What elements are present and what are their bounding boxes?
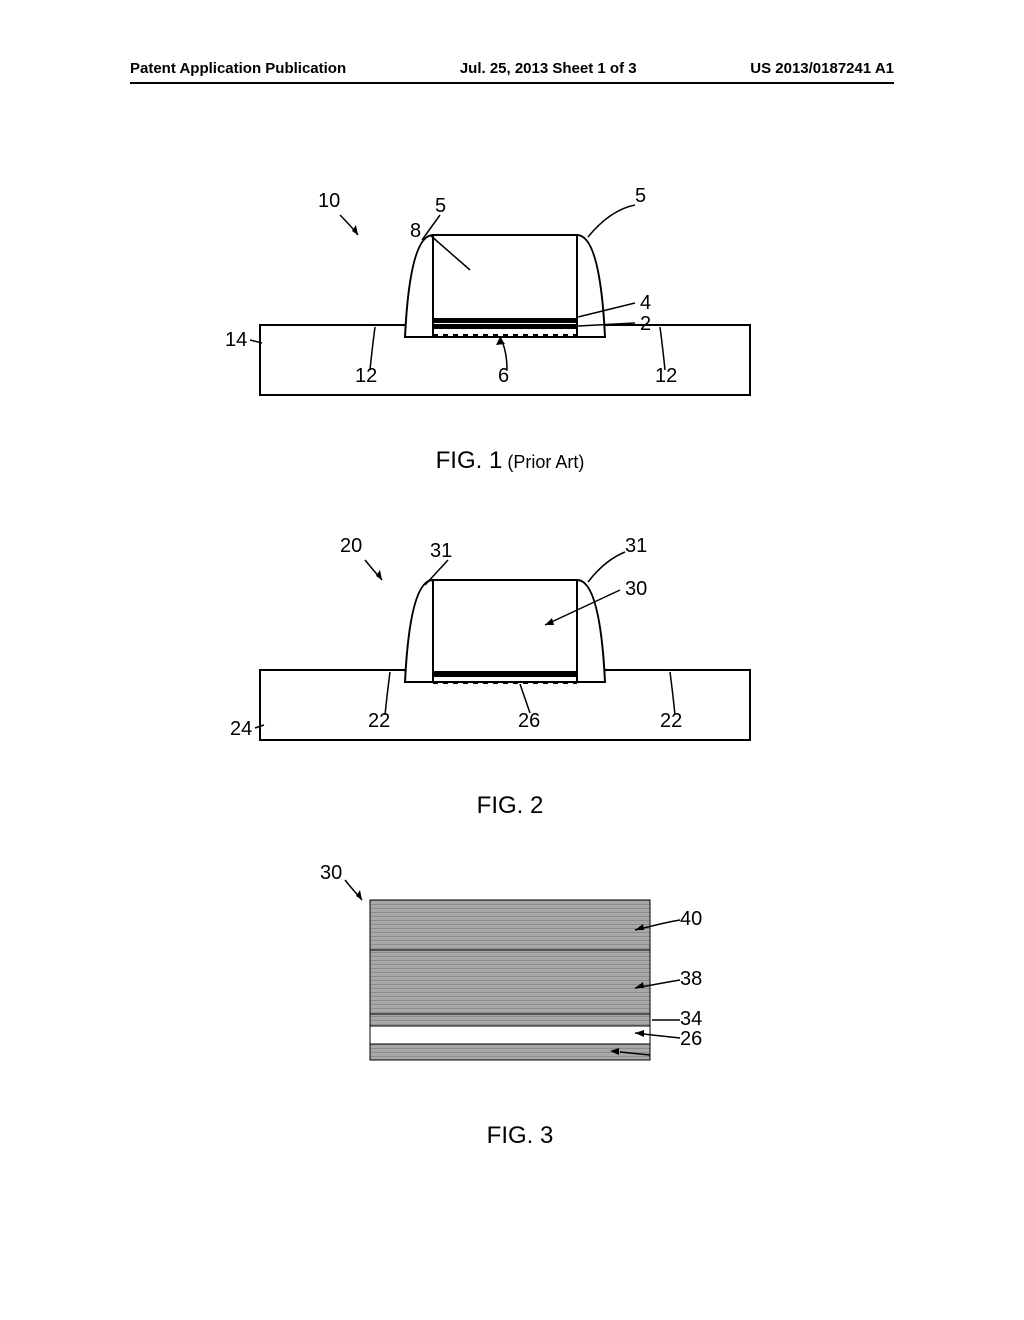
fig2-caption: FIG. 2	[200, 792, 820, 820]
figure-2-svg	[200, 520, 820, 760]
fig1-label-6: 6	[498, 365, 509, 388]
header-center: Jul. 25, 2013 Sheet 1 of 3	[460, 60, 637, 77]
fig2-label-22b: 22	[660, 710, 682, 733]
fig1-caption: FIG. 1 (Prior Art)	[200, 447, 820, 475]
figure-3: 30 40 38 34 26 FIG. 3	[280, 870, 760, 1150]
fig2-label-26: 26	[518, 710, 540, 733]
header-rule	[130, 82, 894, 84]
fig1-label-8: 8	[410, 220, 421, 243]
page-header: Patent Application Publication Jul. 25, …	[0, 60, 1024, 77]
header-right: US 2013/0187241 A1	[750, 60, 894, 77]
fig1-label-2: 2	[640, 313, 651, 336]
fig3-caption: FIG. 3	[280, 1122, 760, 1150]
fig2-label-31a: 31	[430, 540, 452, 563]
fig3-label-38: 38	[680, 968, 702, 991]
header-left: Patent Application Publication	[130, 60, 346, 77]
fig1-label-5a: 5	[435, 195, 446, 218]
fig2-label-20: 20	[340, 535, 362, 558]
fig2-label-31b: 31	[625, 535, 647, 558]
fig1-label-12a: 12	[355, 365, 377, 388]
fig1-label-4: 4	[640, 292, 651, 315]
figure-1: 10 5 5 8 4 2 14 12 6 12 FIG. 1 (Prior Ar…	[200, 175, 820, 475]
fig3-label-26: 26	[680, 1028, 702, 1051]
fig3-label-40: 40	[680, 908, 702, 931]
fig2-label-24: 24	[230, 718, 252, 741]
figure-1-svg	[200, 175, 820, 415]
fig1-label-10: 10	[318, 190, 340, 213]
figure-2: 20 31 31 30 22 26 22 24 FIG. 2	[200, 520, 820, 820]
fig2-label-22a: 22	[368, 710, 390, 733]
fig3-label-30: 30	[320, 862, 342, 885]
fig1-label-12b: 12	[655, 365, 677, 388]
fig1-label-5b: 5	[635, 185, 646, 208]
fig1-label-14: 14	[225, 329, 247, 352]
fig2-label-30: 30	[625, 578, 647, 601]
